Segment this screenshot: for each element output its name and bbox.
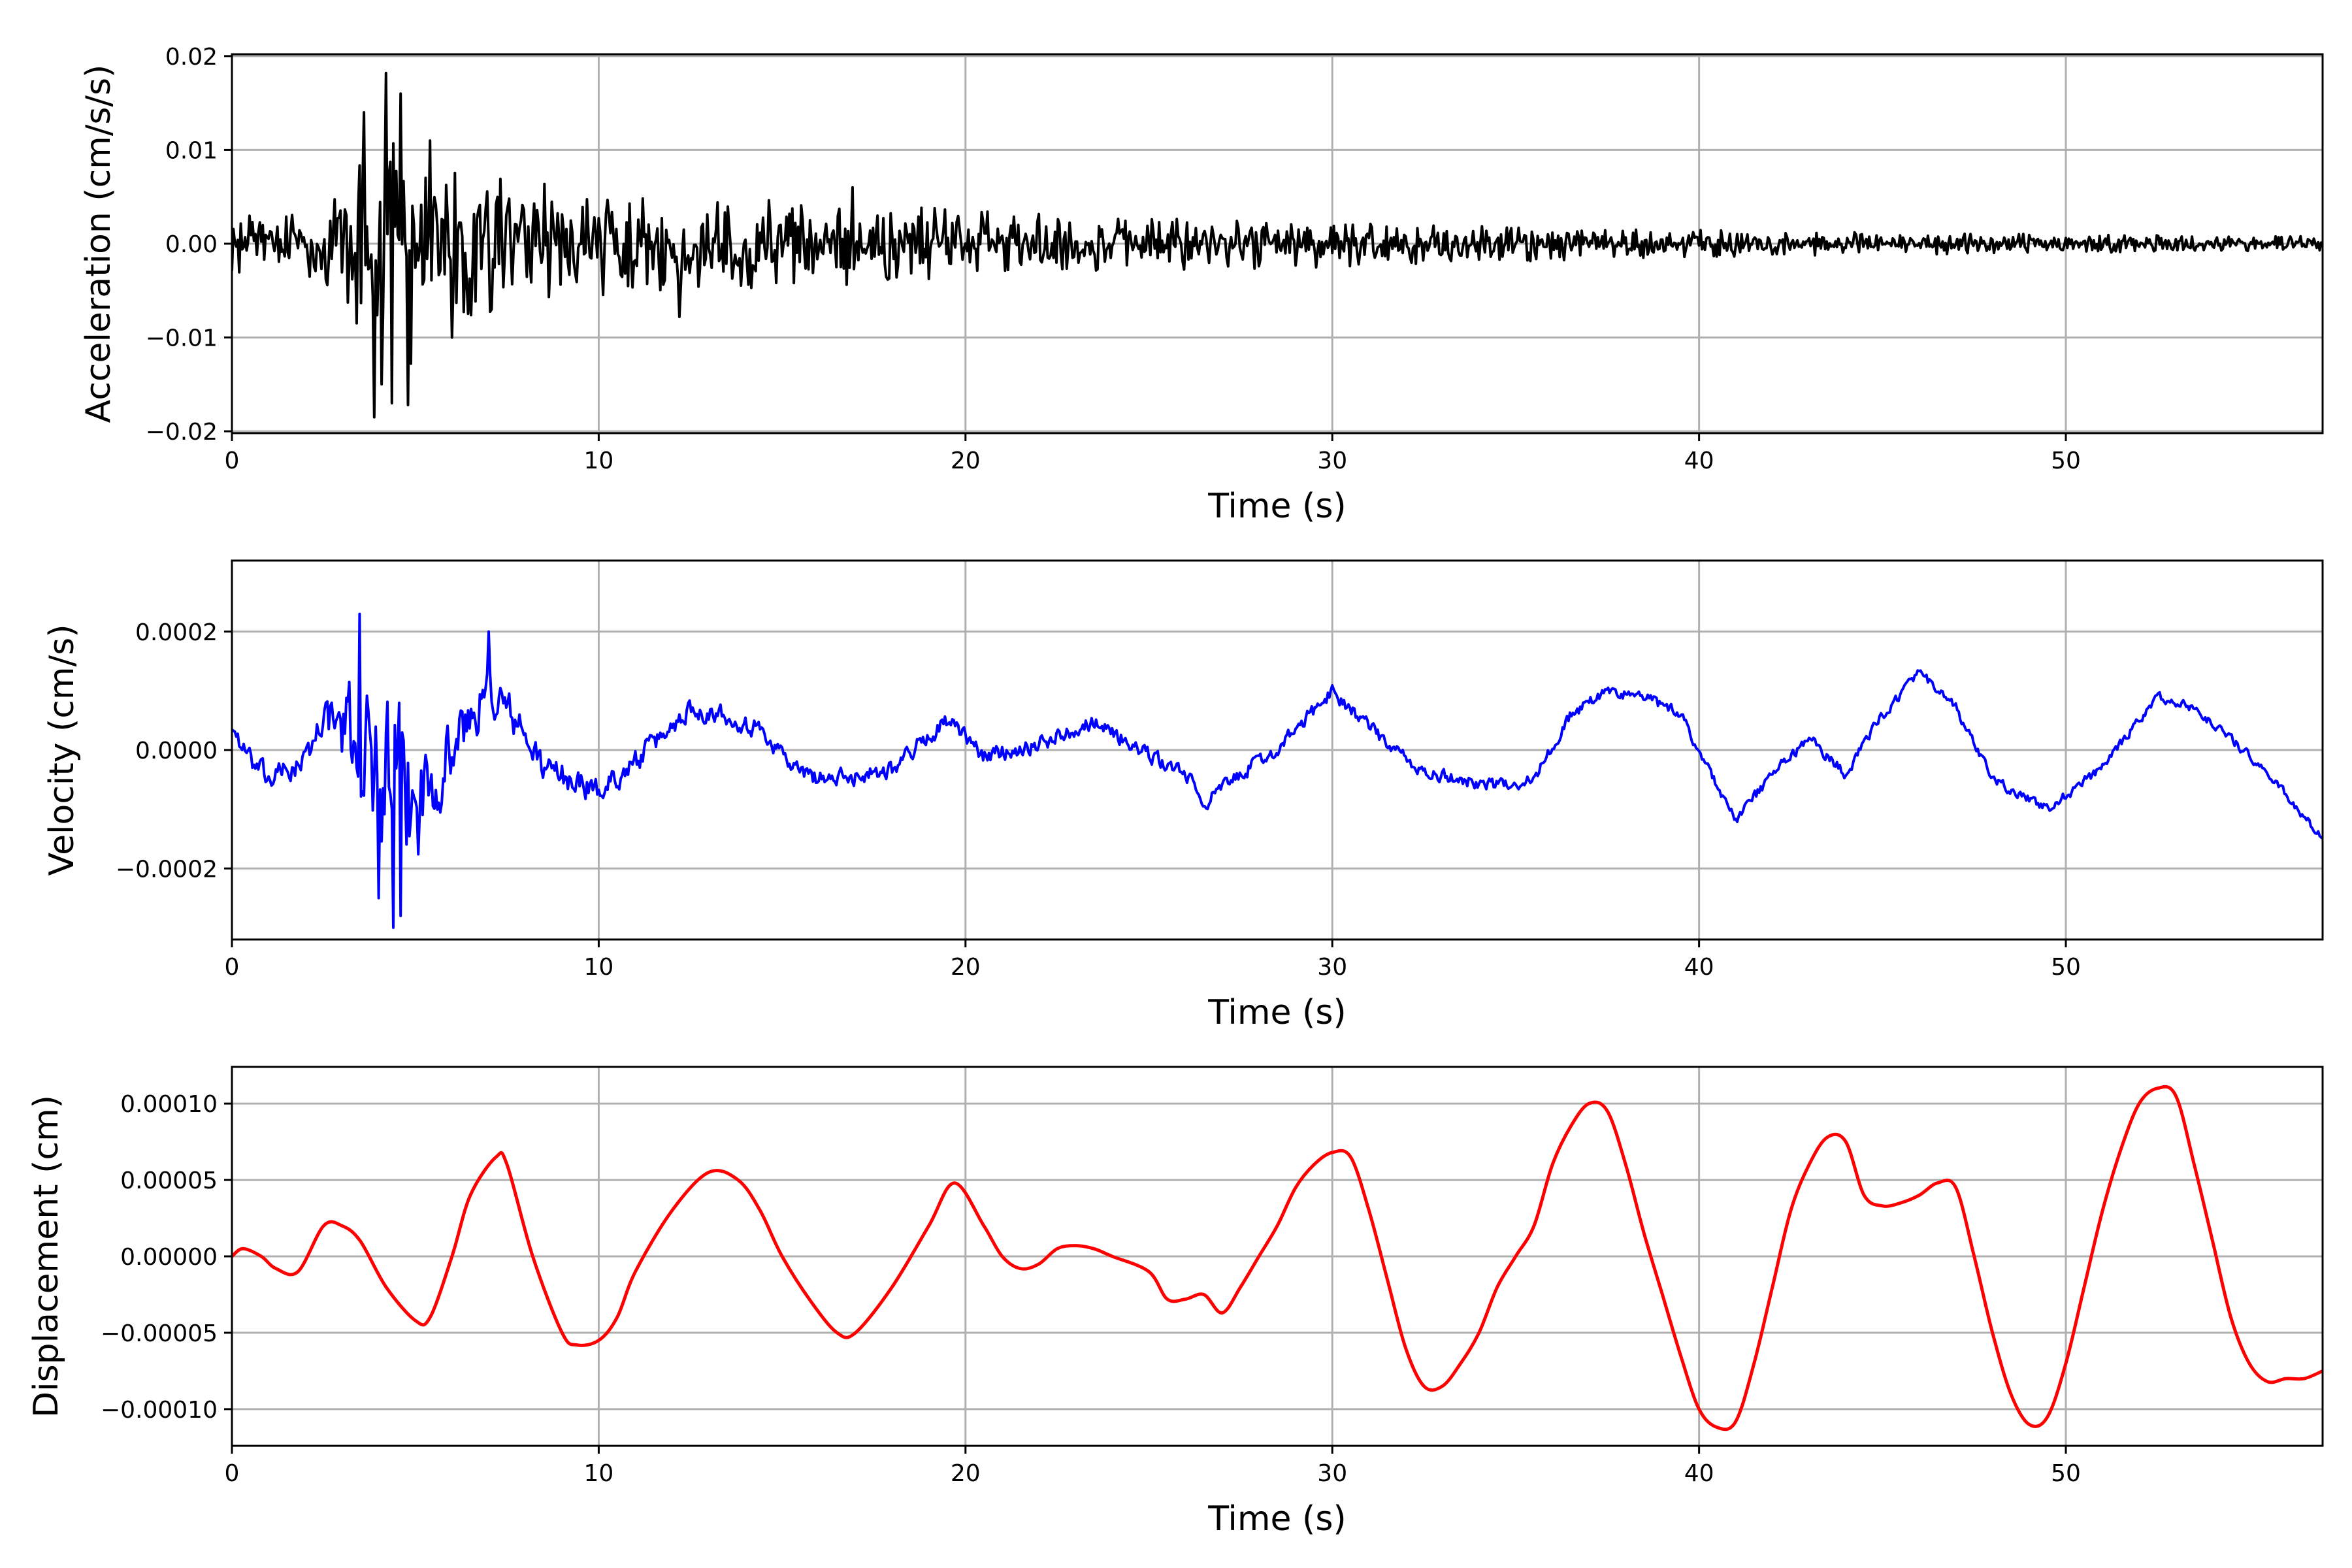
velocity-xtick-label: 0	[225, 954, 240, 981]
acceleration-ytick-label: −0.01	[146, 325, 218, 352]
displacement-ytick-label: 0.00000	[120, 1244, 218, 1271]
displacement-panel: 0 10 20 30 40 50 −0.00010 −0.00005 0.00000 0.0000…	[27, 1066, 2324, 1539]
velocity-xtick-label: 50	[2051, 954, 2081, 981]
acceleration-ticks: 0 10 20 30 40 50 −0.02 −0.01 0.00 0.01 0.02	[146, 44, 2081, 474]
displacement-xlabel: Time (s)	[1207, 1499, 1346, 1539]
velocity-ylabel: Velocity (cm/s)	[42, 625, 82, 876]
displacement-xtick-label: 10	[583, 1460, 613, 1487]
velocity-xtick-label: 10	[583, 954, 613, 981]
acceleration-xlabel: Time (s)	[1207, 487, 1346, 526]
velocity-ytick-label: −0.0002	[116, 856, 218, 883]
displacement-ytick-label: −0.00005	[101, 1320, 218, 1347]
displacement-ylabel: Displacement (cm)	[27, 1095, 66, 1418]
acceleration-xtick-label: 0	[225, 448, 240, 474]
acceleration-ylabel: Acceleration (cm/s/s)	[79, 65, 118, 423]
acceleration-ytick-label: 0.01	[165, 137, 218, 164]
acceleration-series-layer	[232, 71, 2323, 419]
displacement-xtick-label: 40	[1684, 1460, 1714, 1487]
velocity-xtick-label: 40	[1684, 954, 1714, 981]
velocity-xlabel: Time (s)	[1207, 993, 1346, 1032]
displacement-xtick-label: 50	[2051, 1460, 2081, 1487]
acceleration-panel: 0 10 20 30 40 50 −0.02 −0.01 0.00 0.01 0.02 Time (…	[79, 44, 2324, 526]
velocity-grid	[231, 561, 2323, 939]
acceleration-ytick-label: 0.02	[165, 44, 218, 71]
displacement-series-layer	[232, 1085, 2323, 1431]
velocity-xtick-label: 20	[951, 954, 981, 981]
acceleration-xtick-label: 50	[2051, 448, 2081, 474]
velocity-ytick-label: 0.0000	[135, 738, 218, 764]
acceleration-xtick-label: 20	[951, 448, 981, 474]
displacement-xtick-label: 20	[951, 1460, 981, 1487]
velocity-series-line	[232, 612, 2323, 929]
velocity-series-layer	[232, 612, 2323, 929]
displacement-ticks: 0 10 20 30 40 50 −0.00010 −0.00005 0.00000 0.0000…	[101, 1091, 2081, 1487]
displacement-ytick-label: −0.00010	[101, 1397, 218, 1424]
velocity-ticks: 0 10 20 30 40 50 −0.0002 0.0000 0.0002	[116, 619, 2081, 981]
displacement-series-line	[232, 1085, 2323, 1431]
acceleration-ytick-label: −0.02	[146, 419, 218, 446]
velocity-ytick-label: 0.0002	[135, 619, 218, 646]
acceleration-series-line	[232, 71, 2323, 419]
acceleration-xtick-label: 10	[583, 448, 613, 474]
acceleration-xtick-label: 30	[1317, 448, 1347, 474]
velocity-xtick-label: 30	[1317, 954, 1347, 981]
acceleration-xtick-label: 40	[1684, 448, 1714, 474]
displacement-grid	[231, 1067, 2323, 1446]
displacement-ytick-label: 0.00005	[120, 1168, 218, 1194]
acceleration-ytick-label: 0.00	[165, 231, 218, 258]
displacement-xtick-label: 30	[1317, 1460, 1347, 1487]
displacement-xtick-label: 0	[225, 1460, 240, 1487]
displacement-ytick-label: 0.00010	[120, 1091, 218, 1118]
